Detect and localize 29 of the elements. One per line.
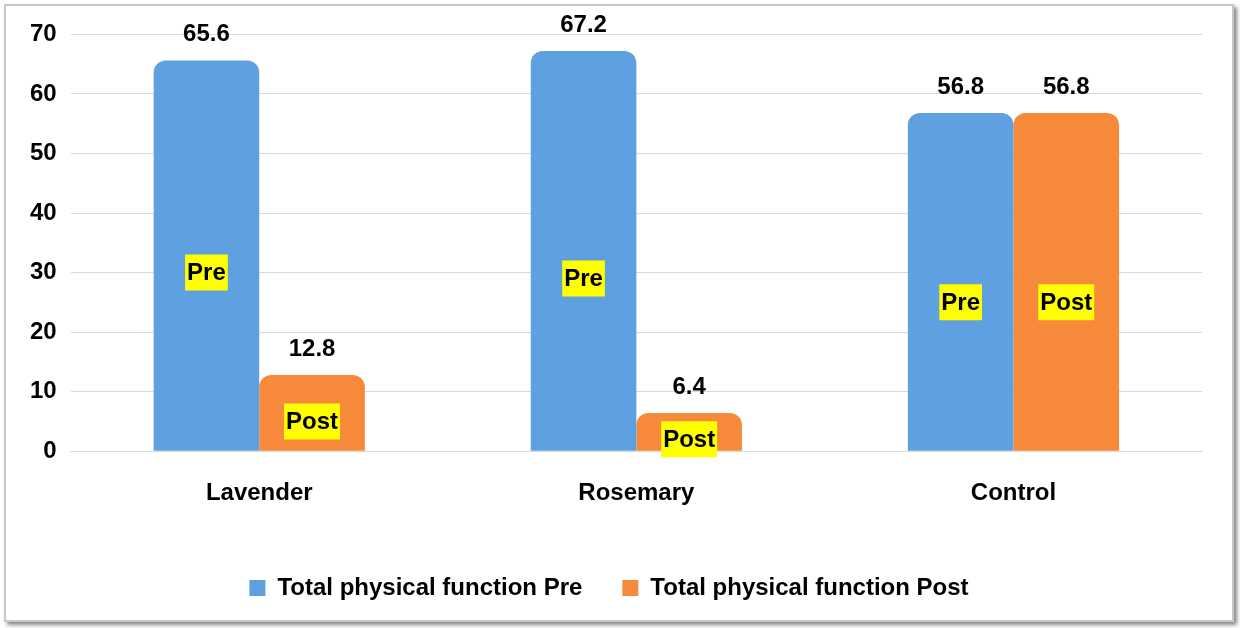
bar: [153, 60, 260, 451]
annotation: Post: [286, 407, 339, 435]
x-tick-label: Lavender: [205, 478, 313, 506]
legend-label: Total physical function Pre: [277, 572, 583, 600]
data-label: 65.6: [183, 19, 230, 47]
y-tick-label: 50: [29, 138, 57, 166]
y-tick-label: 30: [29, 257, 57, 285]
y-tick-label: 40: [29, 197, 57, 225]
data-label: 56.8: [1042, 71, 1090, 99]
y-tick-label: 10: [29, 376, 57, 404]
data-label: 67.2: [560, 9, 607, 37]
x-tick-label: Control: [970, 478, 1057, 506]
y-tick-label: 70: [29, 19, 57, 47]
y-tick-label: 20: [29, 316, 57, 344]
annotation: Pre: [187, 258, 226, 286]
annotation: Pre: [564, 264, 603, 292]
legend-label: Total physical function Post: [650, 572, 969, 600]
y-tick-label: 0: [43, 435, 57, 463]
bar: [907, 113, 1014, 451]
data-label: 6.4: [672, 371, 707, 399]
annotation: Post: [663, 424, 716, 452]
y-tick-label: 60: [29, 78, 57, 106]
annotation: Post: [1040, 287, 1093, 315]
data-label: 12.8: [288, 333, 336, 361]
data-label: 56.8: [937, 71, 985, 99]
bar: [530, 51, 637, 451]
bar: [1013, 113, 1120, 451]
x-tick-label: Rosemary: [578, 478, 696, 506]
annotation: Pre: [941, 287, 981, 315]
